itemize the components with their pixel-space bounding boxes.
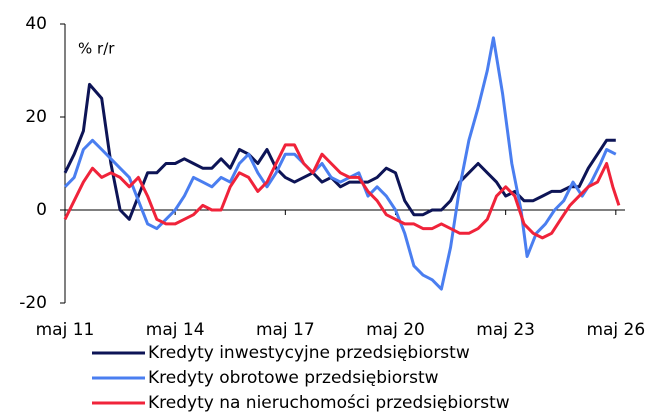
- x-tick-label: maj 26: [586, 320, 645, 340]
- legend-label: Kredyty obrotowe przedsiębiorstw: [148, 368, 439, 388]
- x-tick-label: maj 20: [366, 320, 425, 340]
- x-tick-label: maj 23: [476, 320, 535, 340]
- legend-label: Kredyty inwestycyjne przedsiębiorstw: [148, 343, 470, 363]
- x-tick-label: maj 11: [36, 320, 95, 340]
- unit-annotation: % r/r: [78, 40, 115, 58]
- y-tick-label: -20: [19, 293, 47, 313]
- legend-label: Kredyty na nieruchomości przedsiębiorstw: [148, 393, 510, 412]
- x-tick-label: maj 17: [256, 320, 315, 340]
- series-line: [63, 36, 617, 291]
- y-tick-label: 0: [36, 200, 47, 220]
- series-line: [63, 82, 616, 221]
- x-tick-label: maj 14: [146, 320, 205, 340]
- y-tick-label: 40: [25, 14, 47, 34]
- y-tick-label: 20: [25, 107, 47, 127]
- series-line: [63, 143, 621, 240]
